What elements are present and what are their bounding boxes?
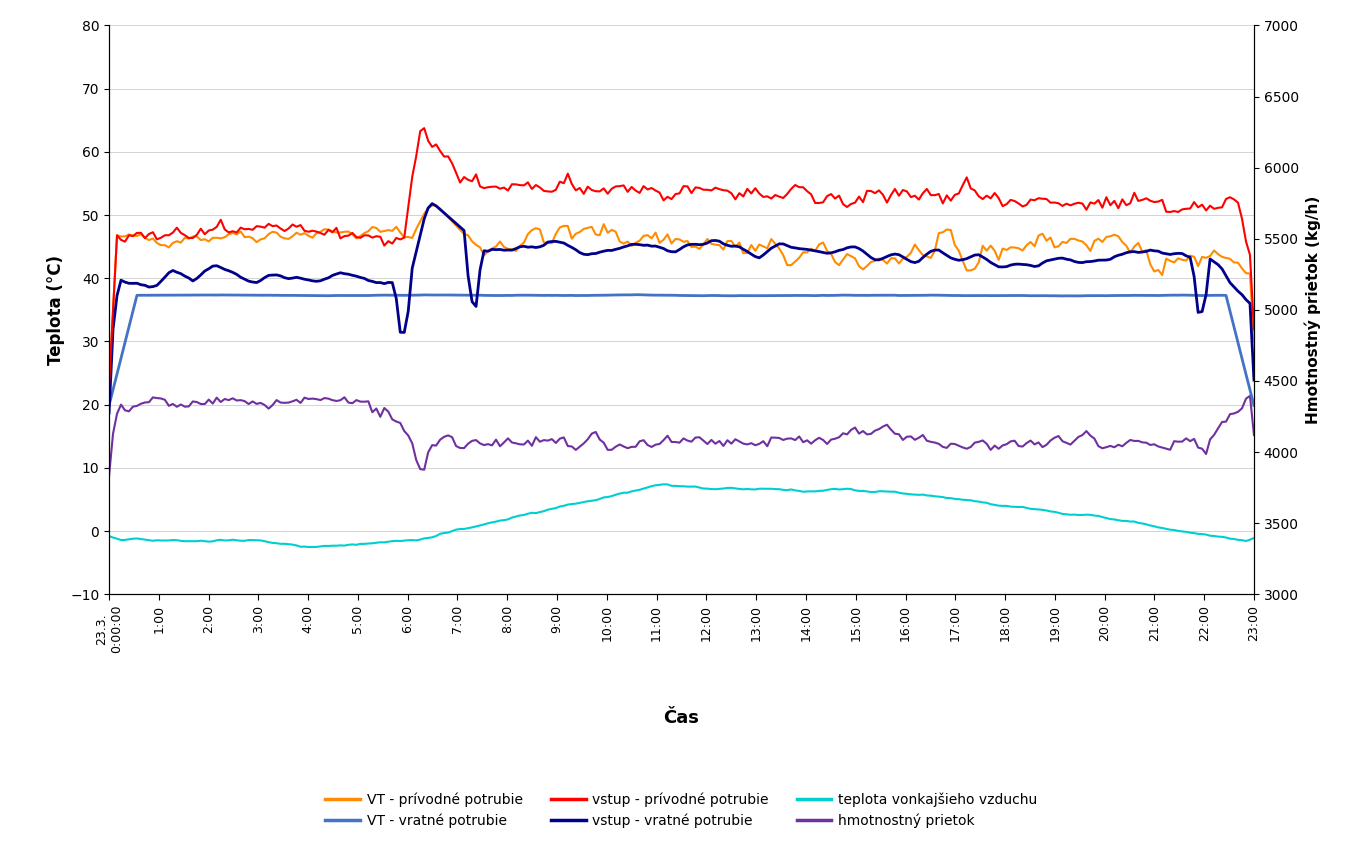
Legend: VT - prívodné potrubie, VT - vratné potrubie, vstup - prívodné potrubie, vstup -: VT - prívodné potrubie, VT - vratné potr… [320,786,1043,834]
Y-axis label: Teplota (°C): Teplota (°C) [46,255,64,365]
Y-axis label: Hmotnostný prietok (kg/h): Hmotnostný prietok (kg/h) [1304,196,1321,424]
X-axis label: Čas: Čas [664,709,699,727]
